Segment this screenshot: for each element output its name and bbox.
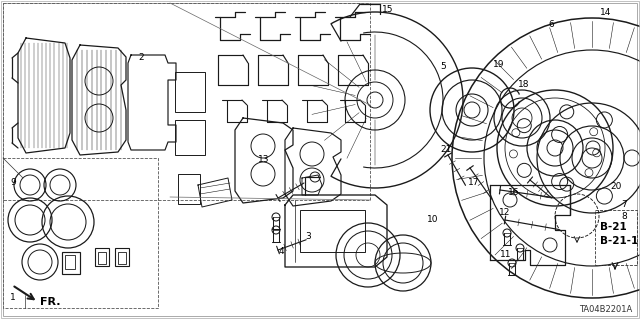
Bar bbox=[175, 72, 205, 112]
Text: 10: 10 bbox=[427, 215, 438, 224]
Text: B-21-1: B-21-1 bbox=[600, 236, 638, 246]
Text: 7: 7 bbox=[621, 200, 627, 209]
Bar bbox=[95, 248, 109, 266]
Bar bbox=[3, 3, 370, 200]
Text: 21: 21 bbox=[440, 145, 451, 154]
Bar bbox=[62, 252, 80, 274]
Text: 1: 1 bbox=[10, 293, 16, 302]
Text: FR.: FR. bbox=[40, 297, 61, 307]
Bar bbox=[115, 248, 129, 266]
Bar bbox=[118, 252, 126, 264]
Bar bbox=[178, 174, 200, 204]
Text: 19: 19 bbox=[493, 60, 504, 69]
Text: 16: 16 bbox=[508, 188, 520, 197]
Text: TA04B2201A: TA04B2201A bbox=[579, 305, 632, 314]
Bar bbox=[65, 255, 75, 269]
Bar bbox=[175, 120, 205, 155]
Bar bbox=[3, 158, 158, 308]
Text: 9: 9 bbox=[10, 178, 16, 187]
Text: 14: 14 bbox=[600, 8, 611, 17]
Text: 4: 4 bbox=[279, 247, 285, 256]
Text: 15: 15 bbox=[382, 5, 394, 14]
Bar bbox=[98, 252, 106, 264]
Text: 3: 3 bbox=[305, 232, 311, 241]
Bar bbox=[595, 210, 637, 265]
Text: 8: 8 bbox=[621, 212, 627, 221]
Text: 11: 11 bbox=[500, 250, 511, 259]
Text: 6: 6 bbox=[548, 20, 554, 29]
Text: 20: 20 bbox=[610, 182, 621, 191]
Bar bbox=[300, 210, 365, 252]
Text: 17: 17 bbox=[468, 178, 479, 187]
Text: 2: 2 bbox=[138, 53, 143, 62]
Text: 12: 12 bbox=[499, 208, 510, 217]
Text: 13: 13 bbox=[258, 155, 269, 164]
Text: B-21: B-21 bbox=[600, 222, 627, 232]
Text: 18: 18 bbox=[518, 80, 529, 89]
Text: 5: 5 bbox=[440, 62, 445, 71]
